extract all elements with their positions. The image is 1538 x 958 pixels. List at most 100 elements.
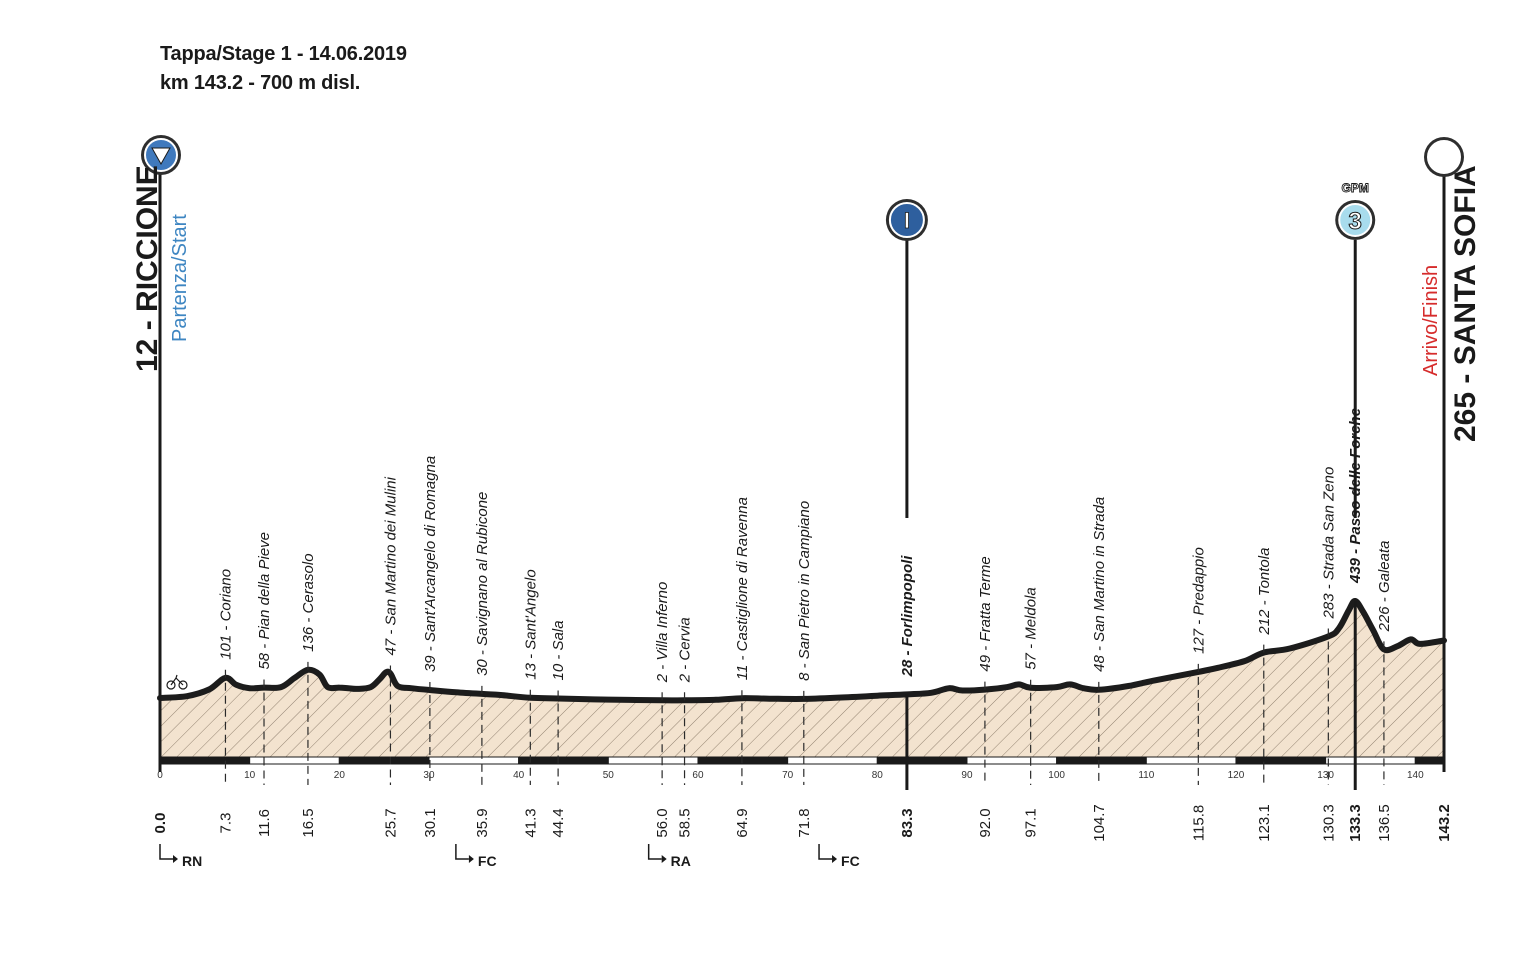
province-arrow — [455, 844, 469, 860]
km-tick-label: 110 — [1138, 770, 1154, 781]
profile-line — [157, 598, 1447, 704]
km-label: 11.6 — [256, 809, 273, 837]
province-arrow-head — [661, 855, 667, 863]
province-arrow — [159, 844, 173, 860]
scale-segment — [1145, 756, 1237, 765]
location-label: 212 - Tontola — [1256, 548, 1273, 636]
location-label: 30 - Savignano al Rubicone — [474, 492, 491, 676]
location-label: 57 - Meldola — [1023, 587, 1040, 670]
km-tick-label: 70 — [782, 770, 794, 781]
km-label: 143.2 — [1436, 804, 1453, 842]
province-code: RN — [182, 853, 202, 869]
km-label: 71.8 — [796, 808, 813, 837]
stage-distance-climb: km 143.2 - 700 m disl. — [160, 72, 361, 94]
location-label: 49 - Fratta Terme — [977, 556, 994, 671]
location-label: 439 - Passo delle Forche — [1347, 408, 1364, 584]
km-label: 130.3 — [1320, 804, 1337, 842]
province-code: RA — [671, 853, 691, 869]
scale-segment — [249, 756, 340, 765]
scale-segment — [338, 756, 430, 765]
km-tick-label: 40 — [513, 770, 525, 781]
location-label: 48 - San Martino in Strada — [1091, 497, 1108, 672]
scale-segment — [1056, 756, 1147, 765]
km-label: 123.1 — [1256, 804, 1273, 842]
km-tick-label: 50 — [603, 770, 615, 781]
profile-area — [160, 600, 1444, 757]
province-arrow-head — [832, 855, 838, 863]
km-label: 115.8 — [1190, 805, 1207, 841]
km-tick-label: 30 — [423, 770, 435, 781]
bike-icon-frame — [170, 674, 184, 686]
km-tick-label: 140 — [1407, 770, 1424, 781]
finish-marker-disc — [1427, 140, 1461, 174]
km-label: 25.7 — [382, 808, 399, 837]
km-label: 133.3 — [1347, 804, 1364, 842]
location-label: 127 - Predappio — [1190, 547, 1207, 654]
finish-caption: Arrivo/Finish — [1420, 265, 1442, 376]
scale-segment — [787, 756, 878, 765]
km-tick-label: 90 — [961, 770, 973, 781]
km-label: 58.5 — [677, 808, 694, 837]
km-label: 136.5 — [1376, 804, 1393, 842]
km-label: 83.3 — [899, 808, 916, 837]
km-label: 30.1 — [422, 808, 439, 837]
km-label: 104.7 — [1091, 804, 1108, 842]
finish-elevation-label: 265 - SANTA SOFIA — [1449, 165, 1482, 442]
location-label: 47 - San Martino dei Mulini — [382, 476, 399, 655]
province-arrow — [818, 844, 833, 860]
province-arrow-head — [468, 855, 474, 863]
km-label: 7.3 — [217, 813, 234, 834]
km-label: 0.0 — [152, 813, 169, 834]
location-label: 58 - Pian della Pieve — [256, 532, 273, 670]
km-label: 41.3 — [522, 808, 539, 837]
km-label: 56.0 — [654, 808, 671, 837]
location-label: 13 - Sant'Angelo — [522, 569, 539, 679]
kom-category: 3 — [1349, 208, 1362, 235]
location-label: 101 - Coriano — [217, 569, 234, 660]
location-label: 28 - Forlimpopoli — [899, 555, 916, 678]
km-label: 92.0 — [977, 808, 994, 837]
scale-segment — [159, 756, 251, 765]
km-tick-label: 80 — [872, 770, 884, 781]
scale-segment — [1325, 756, 1416, 765]
km-tick-label: 10 — [244, 770, 256, 781]
location-label: 283 - Strada San Zeno — [1320, 467, 1337, 620]
start-caption: Partenza/Start — [169, 214, 191, 342]
location-label: 10 - Sala — [550, 620, 567, 680]
province-code: FC — [478, 853, 497, 869]
km-label: 16.5 — [300, 808, 317, 837]
province-code: FC — [841, 853, 860, 869]
km-label: 44.4 — [550, 808, 567, 837]
bike-icon-wheel — [178, 680, 188, 690]
province-arrow-head — [173, 855, 178, 863]
location-label: 226 - Galeata — [1376, 540, 1393, 632]
km-tick-label: 0 — [157, 770, 163, 781]
location-label: 11 - Castiglione di Ravenna — [734, 497, 751, 680]
location-label: 2 - Villa Inferno — [654, 582, 671, 684]
scale-segment — [1235, 756, 1327, 765]
scale-segment — [697, 756, 789, 765]
scale-segment — [966, 756, 1058, 765]
scale-segment — [1414, 756, 1445, 765]
location-label: 136 - Cerasolo — [300, 553, 317, 651]
km-tick-label: 130 — [1317, 770, 1334, 781]
stage-title: Tappa/Stage 1 - 14.06.2019 — [160, 43, 407, 65]
scale-segment — [876, 756, 968, 765]
km-tick-label: 20 — [334, 770, 346, 781]
location-label: 39 - Sant'Arcangelo di Romagna — [422, 456, 439, 672]
scale-segment — [428, 756, 520, 765]
km-label: 97.1 — [1023, 808, 1040, 837]
sprint-marker-symbol: I — [904, 208, 910, 233]
bike-icon-wheel — [166, 680, 176, 690]
province-arrow — [647, 844, 662, 860]
km-tick-label: 100 — [1048, 770, 1065, 781]
start-elevation-label: 12 - RICCIONE — [131, 165, 164, 372]
km-tick-label: 120 — [1228, 770, 1245, 781]
sprint-marker-disc — [888, 202, 925, 238]
kom-tag: GPM — [1342, 181, 1369, 195]
start-triangle-icon — [151, 147, 171, 166]
km-tick-label: 60 — [692, 770, 704, 781]
location-label: 2 - Cervia — [677, 617, 694, 683]
km-label: 64.9 — [734, 808, 751, 837]
